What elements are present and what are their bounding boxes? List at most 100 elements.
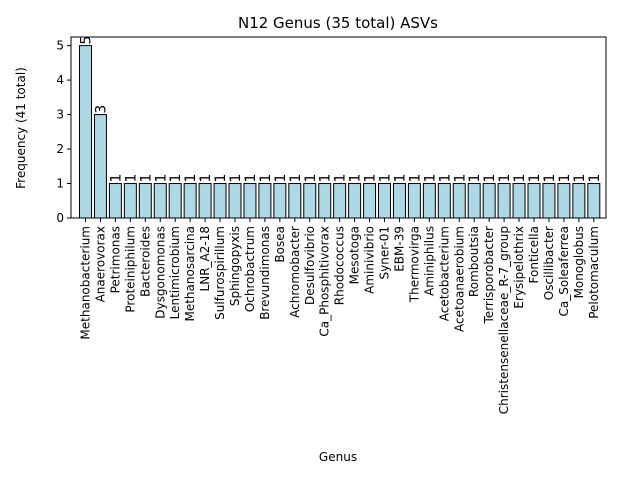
x-tick-label-Pelotomaculum: Pelotomaculum — [587, 226, 601, 319]
x-tick-label-Petrimonas: Petrimonas — [108, 226, 122, 293]
data-label-Monoglobus: 1 — [572, 174, 588, 183]
data-label-Erysipelothrix: 1 — [512, 174, 528, 183]
bar-Erysipelothrix — [512, 183, 526, 219]
x-tick-label-Ca_Phosphitivorax: Ca_Phosphitivorax — [318, 226, 332, 337]
x-tick-label-Lentimicrobium: Lentimicrobium — [168, 226, 182, 319]
y-tick-label-2: 2 — [56, 142, 64, 156]
bar-Thermovirga — [407, 183, 421, 219]
x-tick-label-Acetobacterium: Acetobacterium — [437, 226, 451, 321]
bar-Pelotomaculum — [587, 183, 601, 219]
data-label-Acetoanaerobium: 1 — [452, 174, 468, 183]
bar-Acetobacterium — [437, 183, 451, 219]
data-label-Mesotoga: 1 — [348, 174, 364, 183]
x-tick-label-Rhodococcus: Rhodococcus — [333, 226, 347, 305]
x-axis-label: Genus — [319, 450, 357, 464]
bar-Fonticella — [527, 183, 541, 219]
data-label-EBM-39: 1 — [392, 174, 408, 183]
x-axis: Methanobacterium Anaerovorax Petrimonas Pro… — [79, 218, 601, 414]
x-tick-label-Monoglobus: Monoglobus — [572, 226, 586, 298]
y-tick-label-0: 0 — [56, 211, 64, 225]
data-label-Pelotomaculum: 1 — [587, 174, 603, 183]
data-label-Ca_Phosphitivorax: 1 — [318, 174, 334, 183]
y-tick-label-5: 5 — [56, 39, 64, 53]
data-label-Methanobacterium: 5 — [79, 36, 95, 45]
x-tick-label-Anaerovorax: Anaerovorax — [93, 226, 107, 302]
data-label-Romboutsia: 1 — [467, 174, 483, 183]
bar-Christensenellaceae_R-7_group — [497, 183, 511, 219]
x-tick-label-Oscillibacter: Oscillibacter — [542, 226, 556, 300]
x-tick-label-Fonticella: Fonticella — [527, 226, 541, 283]
x-tick-label-Achromobacter: Achromobacter — [288, 226, 302, 318]
data-label-Sulfurospirillum: 1 — [213, 174, 229, 183]
data-label-Anaerovorax: 3 — [93, 105, 109, 114]
data-label-Bacteroides: 1 — [138, 174, 154, 183]
data-label-Aminiphilus: 1 — [422, 174, 438, 183]
bar-Proteiniphilum — [123, 183, 137, 219]
bar-Rhodococcus — [333, 183, 347, 219]
bar-Ca_Phosphitivorax — [318, 183, 332, 219]
plot-frame — [70, 36, 607, 219]
x-tick-label-EBM-39: EBM-39 — [392, 226, 406, 272]
data-label-LNR_A2-18: 1 — [198, 174, 214, 183]
x-tick-label-Terrisporobacter: Terrisporobacter — [482, 226, 496, 325]
x-tick-label-Dysgonomonas: Dysgonomonas — [153, 226, 167, 319]
x-tick-label-Mesotoga: Mesotoga — [348, 226, 362, 284]
x-tick-label-Acetoanaerobium: Acetoanaerobium — [452, 226, 466, 332]
x-tick-label-Methanobacterium: Methanobacterium — [79, 226, 93, 340]
x-tick-label-Brevundimonas: Brevundimonas — [258, 226, 272, 320]
bar-Syner-01 — [378, 183, 391, 219]
data-label-Christensenellaceae_R-7_group: 1 — [497, 174, 513, 183]
bar-Aminiphilus — [422, 183, 436, 219]
x-tick-label-Aminiphilus: Aminiphilus — [422, 226, 436, 296]
data-label-Petrimonas: 1 — [108, 174, 124, 183]
bar-Ca_Soleaferrea — [557, 183, 571, 219]
chart-title: N12 Genus (35 total) ASVs — [238, 14, 438, 32]
data-label-Achromobacter: 1 — [288, 174, 304, 183]
x-tick-label-Sulfurospirillum: Sulfurospirillum — [213, 226, 227, 320]
data-label-Thermovirga: 1 — [407, 174, 423, 183]
data-label-Terrisporobacter: 1 — [482, 174, 498, 183]
bar-Ochrobactrum — [243, 183, 257, 219]
x-tick-label-Bacteroides: Bacteroides — [138, 226, 152, 297]
bar-Anaerovorax — [93, 114, 107, 219]
x-tick-label-Methanosarcina: Methanosarcina — [183, 226, 197, 322]
x-tick-label-Romboutsia: Romboutsia — [467, 226, 481, 297]
data-label-Acetobacterium: 1 — [437, 174, 453, 183]
y-tick-label-4: 4 — [56, 73, 64, 87]
data-label-Ca_Soleaferrea: 1 — [557, 174, 573, 183]
data-label-Bosea: 1 — [273, 174, 289, 183]
data-label-Proteiniphilum: 1 — [123, 174, 139, 183]
bar-Sulfurospirillum — [213, 183, 227, 219]
bar-Romboutsia — [467, 183, 481, 219]
data-label-Brevundimonas: 1 — [258, 174, 274, 183]
bar-Monoglobus — [572, 183, 586, 219]
x-tick-label-Thermovirga: Thermovirga — [407, 226, 421, 303]
bar-Bosea — [273, 183, 287, 219]
x-tick-label-Erysipelothrix: Erysipelothrix — [512, 226, 526, 309]
bar-Bacteroides — [138, 183, 152, 219]
data-label-Desulfovibrio: 1 — [303, 174, 319, 183]
bar-Dysgonomonas — [153, 183, 167, 219]
bar-Petrimonas — [108, 183, 122, 219]
x-tick-label-Bosea: Bosea — [273, 226, 287, 263]
x-tick-label-Christensenellaceae_R-7_group: Christensenellaceae_R-7_group — [497, 226, 511, 414]
bar-Brevundimonas — [258, 183, 272, 219]
data-label-Sphingopyxis: 1 — [228, 174, 244, 183]
bar-Terrisporobacter — [482, 183, 496, 219]
data-label-Lentimicrobium: 1 — [168, 174, 184, 183]
x-tick-label-Ca_Soleaferrea: Ca_Soleaferrea — [557, 226, 571, 317]
y-tick-label-3: 3 — [56, 108, 64, 122]
x-tick-label-Sphingopyxis: Sphingopyxis — [228, 226, 242, 306]
data-label-Aminivibrio: 1 — [363, 174, 379, 183]
data-label-Fonticella: 1 — [527, 174, 543, 183]
data-label-Ochrobactrum: 1 — [243, 174, 259, 183]
x-tick-label-Ochrobactrum: Ochrobactrum — [243, 226, 257, 312]
y-axis: 0 1 2 3 4 5 — [56, 39, 71, 225]
y-axis-label: Frequency (41 total) — [14, 67, 28, 189]
bar-LNR_A2-18 — [198, 183, 212, 219]
y-tick-label-1: 1 — [56, 177, 64, 191]
data-label-Rhodococcus: 1 — [333, 174, 349, 183]
bar-Aminivibrio — [363, 183, 377, 219]
